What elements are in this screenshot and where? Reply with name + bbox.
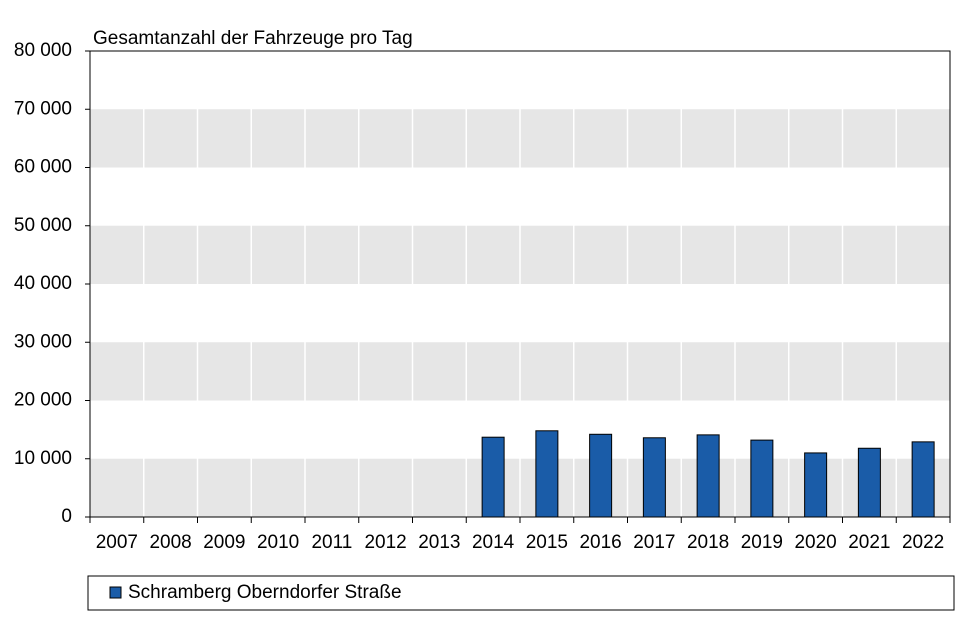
y-tick-label: 0 [61,506,72,527]
y-tick-label: 50 000 [14,215,72,236]
legend-swatch [109,586,122,599]
x-tick-label: 2008 [149,532,191,553]
x-tick-label: 2009 [203,532,245,553]
x-tick-label: 2010 [257,532,299,553]
y-tick-label: 20 000 [14,390,72,411]
legend-box [87,575,955,611]
bar [911,441,935,518]
bar [642,437,666,518]
chart-title: Gesamtanzahl der Fahrzeuge pro Tag [93,28,413,49]
x-tick-label: 2011 [311,532,352,553]
bar [535,430,559,518]
x-tick-label: 2022 [902,532,944,553]
y-tick-label: 30 000 [14,331,72,352]
x-tick-label: 2020 [794,532,836,553]
bar [481,436,505,518]
y-tick-label: 40 000 [14,273,72,294]
bar [750,439,774,518]
y-tick-label: 60 000 [14,157,72,178]
y-tick-label: 70 000 [14,98,72,119]
y-tick-label: 80 000 [14,40,72,61]
legend-label: Schramberg Oberndorfer Straße [128,582,402,603]
bar [804,452,828,518]
x-tick-label: 2021 [848,532,890,553]
bar [696,434,720,518]
x-tick-label: 2016 [579,532,621,553]
x-tick-label: 2019 [741,532,783,553]
x-tick-label: 2017 [633,532,675,553]
x-tick-label: 2013 [418,532,460,553]
bar [857,447,881,518]
bar [589,433,613,518]
x-tick-label: 2014 [472,532,515,553]
x-tick-label: 2012 [364,532,406,553]
x-tick-label: 2007 [96,532,138,553]
y-tick-label: 10 000 [14,448,72,469]
x-tick-label: 2015 [526,532,568,553]
x-tick-label: 2018 [687,532,729,553]
